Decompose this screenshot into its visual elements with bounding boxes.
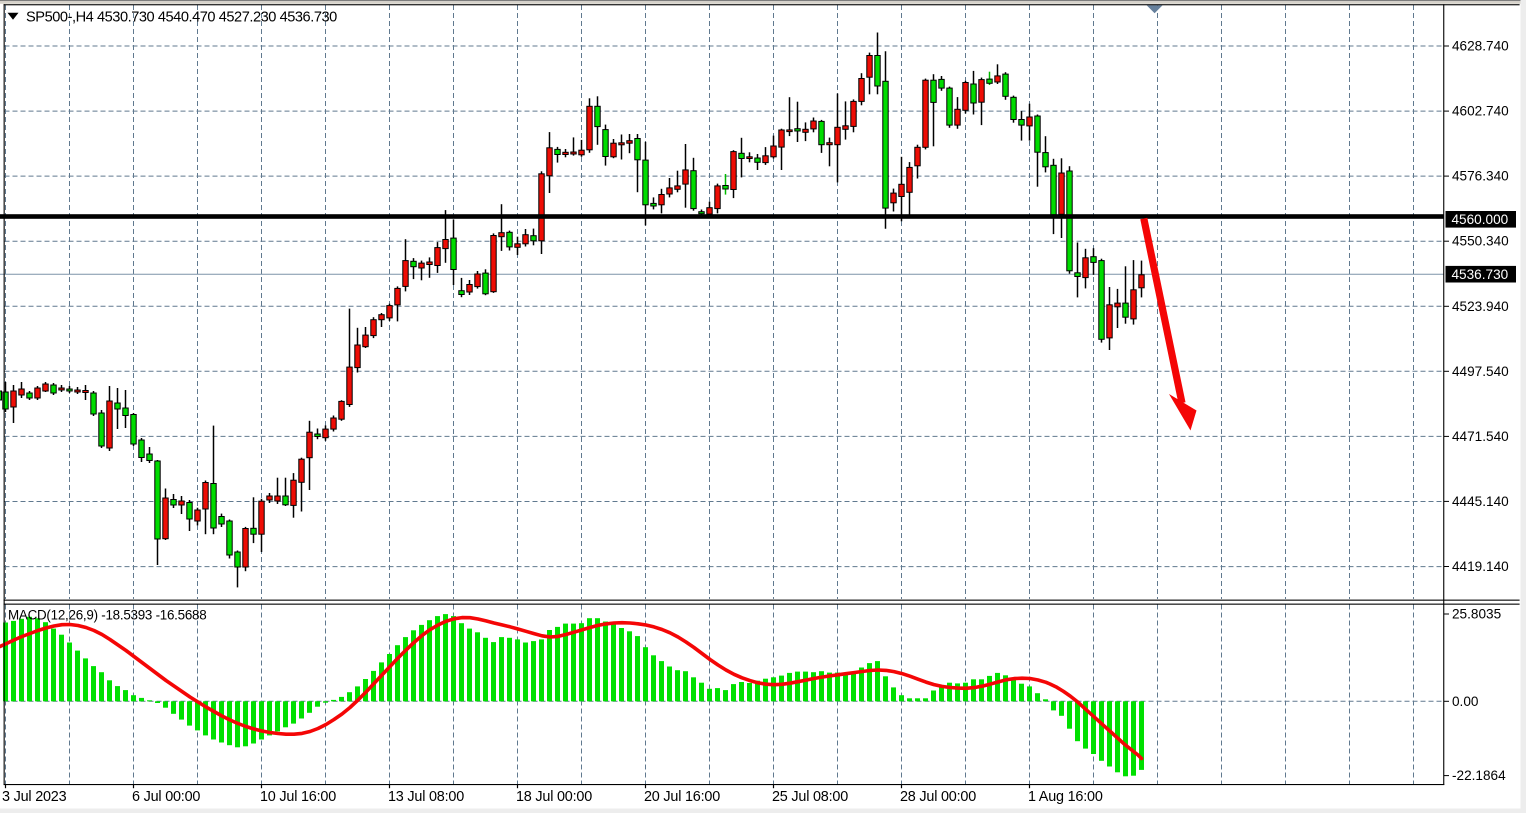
svg-text:10 Jul 16:00: 10 Jul 16:00 [260,789,336,805]
svg-text:13 Jul 08:00: 13 Jul 08:00 [388,789,464,805]
svg-text:4497.540: 4497.540 [1452,364,1509,379]
svg-text:0.00: 0.00 [1452,694,1479,709]
svg-text:MACD(12,26,9) -18.5393 -16.568: MACD(12,26,9) -18.5393 -16.5688 [8,608,206,623]
svg-text:4560.000: 4560.000 [1452,212,1509,227]
svg-text:25 Jul 08:00: 25 Jul 08:00 [772,789,848,805]
svg-text:4536.730: 4536.730 [1452,267,1509,282]
svg-text:4445.140: 4445.140 [1452,494,1509,509]
svg-text:25.8035: 25.8035 [1452,607,1501,622]
svg-text:6 Jul 00:00: 6 Jul 00:00 [132,789,200,805]
svg-text:1 Aug 16:00: 1 Aug 16:00 [1028,789,1103,805]
svg-text:3 Jul 2023: 3 Jul 2023 [2,789,67,805]
svg-text:4602.740: 4602.740 [1452,104,1509,119]
svg-text:4550.340: 4550.340 [1452,234,1509,249]
svg-text:4628.740: 4628.740 [1452,39,1509,54]
svg-text:4419.140: 4419.140 [1452,559,1509,574]
svg-text:18 Jul 00:00: 18 Jul 00:00 [516,789,592,805]
svg-text:SP500-,H4 4530.730 4540.470 4: SP500-,H4 4530.730 4540.470 4527.230 453… [26,10,337,26]
svg-text:28 Jul 00:00: 28 Jul 00:00 [900,789,976,805]
svg-text:-22.1864: -22.1864 [1452,768,1506,783]
svg-text:4523.940: 4523.940 [1452,299,1509,314]
svg-text:4576.340: 4576.340 [1452,169,1509,184]
svg-text:20 Jul 16:00: 20 Jul 16:00 [644,789,720,805]
svg-text:4471.540: 4471.540 [1452,429,1509,444]
